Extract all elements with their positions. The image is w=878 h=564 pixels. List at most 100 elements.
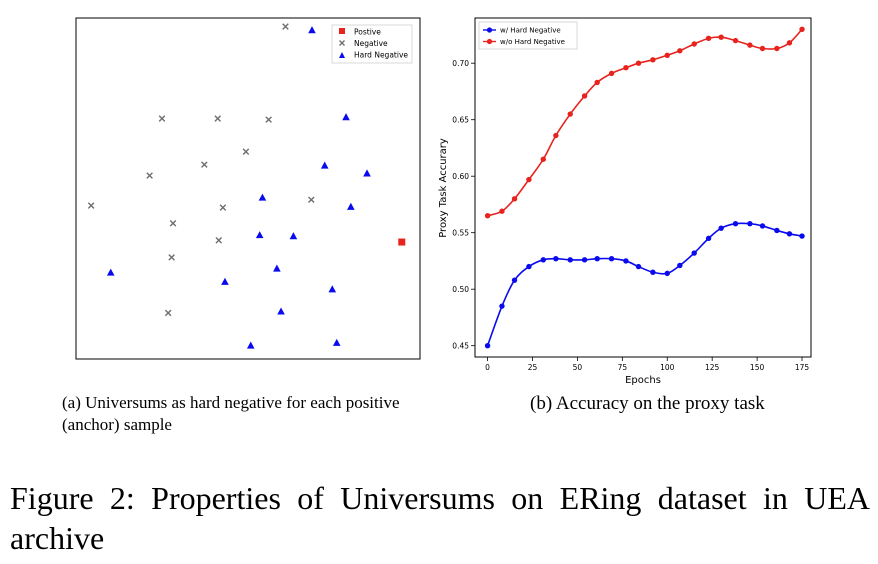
- y-tick-label: 0.60: [452, 172, 469, 181]
- series-point-nohard: [567, 111, 573, 117]
- x-tick-label: 25: [528, 363, 538, 372]
- negative-point: [282, 23, 289, 30]
- series-point-hard: [594, 255, 600, 262]
- line-chart-panel: 0 25 50 75 100 125 150 175 0.45 0.50 0.55 0.60 0.65 0…: [438, 17, 812, 386]
- line-legend-box: [478, 21, 578, 50]
- legend-marker-negative: [339, 40, 345, 46]
- series-line-nohard: [487, 28, 803, 217]
- series-point-hard: [759, 223, 766, 229]
- hard-negative-point: [221, 277, 229, 285]
- hard-negative-point: [320, 161, 329, 169]
- series-point-hard: [799, 233, 805, 239]
- series-point-nohard: [526, 176, 532, 183]
- x-axis-label: Epochs: [625, 375, 661, 386]
- series-point-nohard: [581, 93, 588, 99]
- hard-negative-point: [308, 26, 316, 34]
- negative-point: [169, 219, 177, 227]
- series-line-hard: [486, 222, 803, 346]
- y-tick-label: 0.45: [452, 341, 469, 350]
- scatter-plot-panel: Postive Negative Hard Negative: [75, 17, 421, 360]
- y-tick-label: 0.70: [452, 59, 469, 68]
- series-point-nohard: [786, 40, 793, 46]
- series-point-hard: [567, 257, 573, 263]
- series-point-hard: [747, 220, 753, 227]
- series-point-nohard: [759, 45, 766, 52]
- negative-point: [242, 148, 250, 155]
- scatter-marks: [87, 23, 406, 349]
- series-point-hard: [526, 263, 532, 270]
- line-legend: w/ Hard Negative w/o Hard Negative: [478, 21, 578, 50]
- series-point-nohard: [774, 45, 780, 52]
- series-point-hard: [581, 257, 588, 263]
- scatter-plot-frame: [75, 17, 421, 360]
- negative-point: [87, 202, 95, 209]
- y-tick-label: 0.50: [452, 285, 469, 294]
- series-point-hard: [677, 262, 683, 269]
- legend-label-hard: w/ Hard Negative: [500, 27, 561, 35]
- series-point-nohard: [635, 60, 642, 66]
- hard-negative-point: [246, 341, 255, 349]
- series-point-hard: [705, 235, 712, 242]
- x-tick-label: 125: [705, 363, 720, 372]
- series-point-nohard: [732, 37, 739, 44]
- hard-negative-point: [342, 113, 350, 121]
- y-tick-label: 0.55: [452, 228, 469, 237]
- x-tick-label: 0: [485, 363, 490, 372]
- legend-label-hard-negative: Hard Negative: [354, 51, 408, 60]
- hard-negative-point: [273, 264, 281, 272]
- series-point-nohard: [747, 42, 753, 48]
- series-point-hard: [664, 270, 670, 277]
- series-point-hard: [650, 269, 656, 275]
- hard-negative-point: [255, 231, 264, 239]
- panel-b-caption: (b) Accuracy on the proxy task: [530, 393, 765, 414]
- hard-negative-point: [289, 232, 298, 240]
- legend-label-nohard: w/o Hard Negative: [500, 38, 565, 46]
- series-point-hard: [732, 220, 739, 227]
- series-point-hard: [608, 255, 615, 262]
- series-point-nohard: [608, 70, 615, 77]
- series-point-hard: [786, 231, 793, 237]
- legend-marker-positive: [339, 28, 345, 34]
- series-point-nohard: [705, 35, 712, 42]
- series-point-nohard: [499, 208, 505, 214]
- figure-caption: Figure 2: Properties of Universums on ER…: [10, 480, 870, 556]
- x-tick-label: 100: [660, 363, 675, 372]
- series-point-nohard: [664, 52, 670, 58]
- series-point-nohard: [511, 196, 518, 202]
- negative-point: [164, 309, 172, 317]
- series-point-nohard: [799, 26, 805, 32]
- x-tick-label: 75: [618, 363, 628, 372]
- series-point-nohard: [484, 213, 491, 219]
- negative-point: [265, 116, 272, 123]
- legend-dot-hard: [486, 27, 493, 33]
- hard-negative-point: [363, 169, 371, 177]
- series-point-nohard: [718, 34, 724, 40]
- series-point-nohard: [594, 79, 600, 86]
- hard-negative-point: [332, 338, 341, 346]
- hard-negative-point: [106, 268, 115, 276]
- legend-label-negative: Negative: [354, 39, 388, 48]
- series-point-nohard: [650, 57, 656, 63]
- negative-point: [158, 115, 166, 122]
- negative-point: [168, 254, 175, 261]
- series-point-nohard: [691, 41, 697, 47]
- series-point-nohard: [623, 65, 629, 71]
- series-point-hard: [774, 227, 780, 234]
- legend-marker-hard-negative: [339, 52, 345, 58]
- panel-a-caption: (a) Universums as hard negative for each…: [62, 393, 400, 434]
- series-point-hard: [553, 255, 559, 262]
- series-point-hard: [691, 250, 697, 256]
- x-tick-label: 175: [795, 363, 810, 372]
- negative-point: [146, 172, 153, 179]
- line-chart-frame: [474, 17, 812, 358]
- series-point-hard: [484, 343, 491, 349]
- y-axis-label: Proxy Task Accurary: [438, 138, 449, 238]
- negative-point: [214, 115, 222, 122]
- scatter-legend: Postive Negative Hard Negative: [331, 24, 413, 64]
- series-point-hard: [511, 277, 518, 283]
- hard-negative-point: [277, 307, 285, 315]
- line-chart-series: [484, 26, 805, 349]
- series-point-nohard: [553, 132, 559, 139]
- hard-negative-point: [328, 285, 337, 293]
